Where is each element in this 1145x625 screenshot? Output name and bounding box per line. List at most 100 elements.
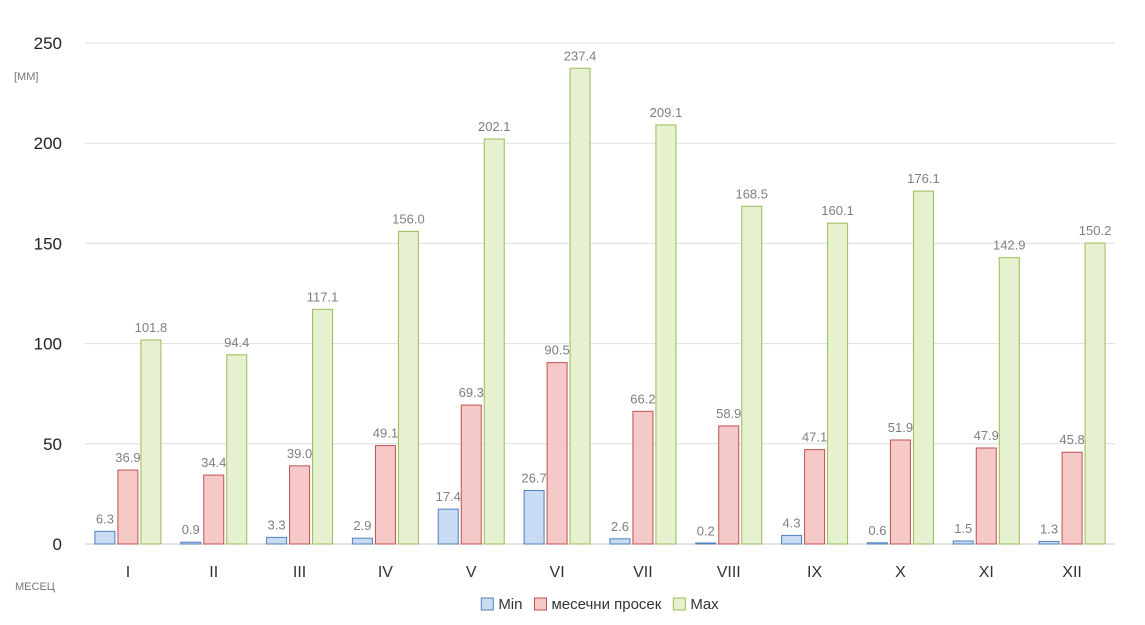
data-label-max-ii: 94.4 — [224, 335, 249, 350]
data-label-max-x: 176.1 — [907, 171, 940, 186]
bar-месечни-просек-iv — [374, 445, 396, 545]
bar-месечни-просек-ii — [203, 474, 225, 545]
bar-месечни-просек-xi — [975, 447, 997, 545]
bar-месечни-просек-x — [889, 439, 911, 545]
data-label-min-vii: 2.6 — [611, 519, 629, 534]
y-tick-label: 0 — [53, 535, 62, 554]
bar-min-vi — [523, 489, 545, 545]
y-tick-label: 250 — [34, 34, 62, 53]
bar-max-vii — [655, 124, 677, 545]
legend-swatch-max — [672, 597, 686, 611]
bar-max-iv — [397, 230, 419, 545]
bar-max-iii — [312, 308, 334, 545]
bar-max-vi — [569, 67, 591, 545]
data-label-месечни-просек-xii: 45.8 — [1059, 432, 1084, 447]
data-label-месечни-просек-vii: 66.2 — [630, 391, 655, 406]
bar-min-ii — [180, 541, 202, 545]
data-label-max-i: 101.8 — [135, 320, 168, 335]
data-label-месечни-просек-x: 51.9 — [888, 420, 913, 435]
legend-swatch-min — [480, 597, 494, 611]
bar-max-viii — [741, 205, 763, 545]
bar-месечни-просек-xii — [1061, 451, 1083, 545]
data-label-max-v: 202.1 — [478, 119, 511, 134]
data-label-min-x: 0.6 — [868, 523, 886, 538]
x-tick-label: I — [126, 564, 130, 581]
data-label-месечни-просек-v: 69.3 — [459, 385, 484, 400]
data-label-max-iv: 156.0 — [392, 211, 425, 226]
data-label-max-vii: 209.1 — [650, 105, 683, 120]
bar-max-ii — [226, 354, 248, 545]
bar-min-ix — [781, 534, 803, 545]
x-tick-label: VII — [633, 564, 653, 581]
gridlines — [85, 42, 1115, 545]
bars — [94, 67, 1106, 545]
bar-месечни-просек-vii — [632, 410, 654, 545]
bar-min-viii — [695, 542, 717, 545]
data-label-min-iv: 2.9 — [353, 518, 371, 533]
data-label-месечни-просек-xi: 47.9 — [974, 428, 999, 443]
data-label-месечни-просек-vi: 90.5 — [544, 343, 569, 358]
bar-min-i — [94, 530, 116, 545]
bar-месечни-просек-iii — [289, 465, 311, 545]
x-unit-label: МЕСЕЦ — [15, 581, 55, 593]
data-label-месечни-просек-i: 36.9 — [115, 450, 140, 465]
legend-label-min: Min — [498, 596, 522, 613]
bar-max-v — [483, 138, 505, 545]
data-label-min-ii: 0.9 — [182, 522, 200, 537]
data-label-min-i: 6.3 — [96, 511, 114, 526]
x-tick-label: IV — [378, 564, 393, 581]
data-label-месечни-просек-iv: 49.1 — [373, 426, 398, 441]
data-label-max-xi: 142.9 — [993, 238, 1026, 253]
legend: Min месечни просек Max — [480, 596, 719, 613]
x-tick-label: V — [466, 564, 477, 581]
data-label-max-xii: 150.2 — [1079, 223, 1112, 238]
x-tick-label: XI — [979, 564, 994, 581]
data-label-max-ix: 160.1 — [821, 203, 854, 218]
data-label-max-iii: 117.1 — [307, 289, 339, 304]
bar-max-x — [912, 190, 934, 545]
data-label-min-xi: 1.5 — [954, 521, 972, 536]
bar-min-xii — [1038, 540, 1060, 545]
data-label-месечни-просек-ii: 34.4 — [201, 455, 226, 470]
data-label-месечни-просек-iii: 39.0 — [287, 446, 312, 461]
bar-min-v — [437, 508, 459, 545]
x-tick-label: VIII — [717, 564, 741, 581]
data-label-min-ix: 4.3 — [783, 515, 801, 530]
bar-max-xii — [1084, 242, 1106, 545]
data-label-min-xii: 1.3 — [1040, 521, 1058, 536]
y-tick-label: 150 — [34, 234, 62, 253]
legend-swatch-месечни-просек — [533, 597, 547, 611]
data-label-min-vi: 26.7 — [521, 470, 546, 485]
data-label-max-viii: 168.5 — [735, 186, 768, 201]
y-unit-label: [MM] — [14, 71, 38, 83]
data-label-min-v: 17.4 — [436, 489, 461, 504]
y-tick-label: 50 — [43, 435, 62, 454]
y-tick-label: 200 — [34, 134, 62, 153]
bar-месечни-просек-i — [117, 469, 139, 545]
legend-label-месечни-просек: месечни просек — [551, 596, 661, 613]
bar-min-xi — [952, 540, 974, 545]
bar-месечни-просек-viii — [718, 425, 740, 545]
data-label-месечни-просек-viii: 58.9 — [716, 406, 741, 421]
data-labels: 6.3 36.9 101.8 0.9 34.4 94.4 3.3 39.0 117.1 2.9 49… — [96, 48, 1111, 538]
bar-min-iii — [266, 536, 288, 545]
data-label-max-vi: 237.4 — [564, 48, 597, 63]
bar-месечни-просек-vi — [546, 362, 568, 545]
x-tick-label: IX — [807, 564, 822, 581]
bar-max-xi — [998, 257, 1020, 545]
bar-min-vii — [609, 538, 631, 545]
x-tick-label: XII — [1062, 564, 1082, 581]
legend-label-max: Max — [690, 596, 719, 613]
data-label-месечни-просек-ix: 47.1 — [802, 430, 827, 445]
bar-max-ix — [827, 222, 849, 545]
bar-месечни-просек-ix — [804, 449, 826, 545]
y-tick-label: 100 — [34, 335, 62, 354]
bar-max-i — [140, 339, 162, 545]
x-tick-label: III — [293, 564, 306, 581]
bar-min-iv — [351, 537, 373, 545]
x-tick-label: VI — [550, 564, 565, 581]
bar-месечни-просек-v — [460, 404, 482, 545]
